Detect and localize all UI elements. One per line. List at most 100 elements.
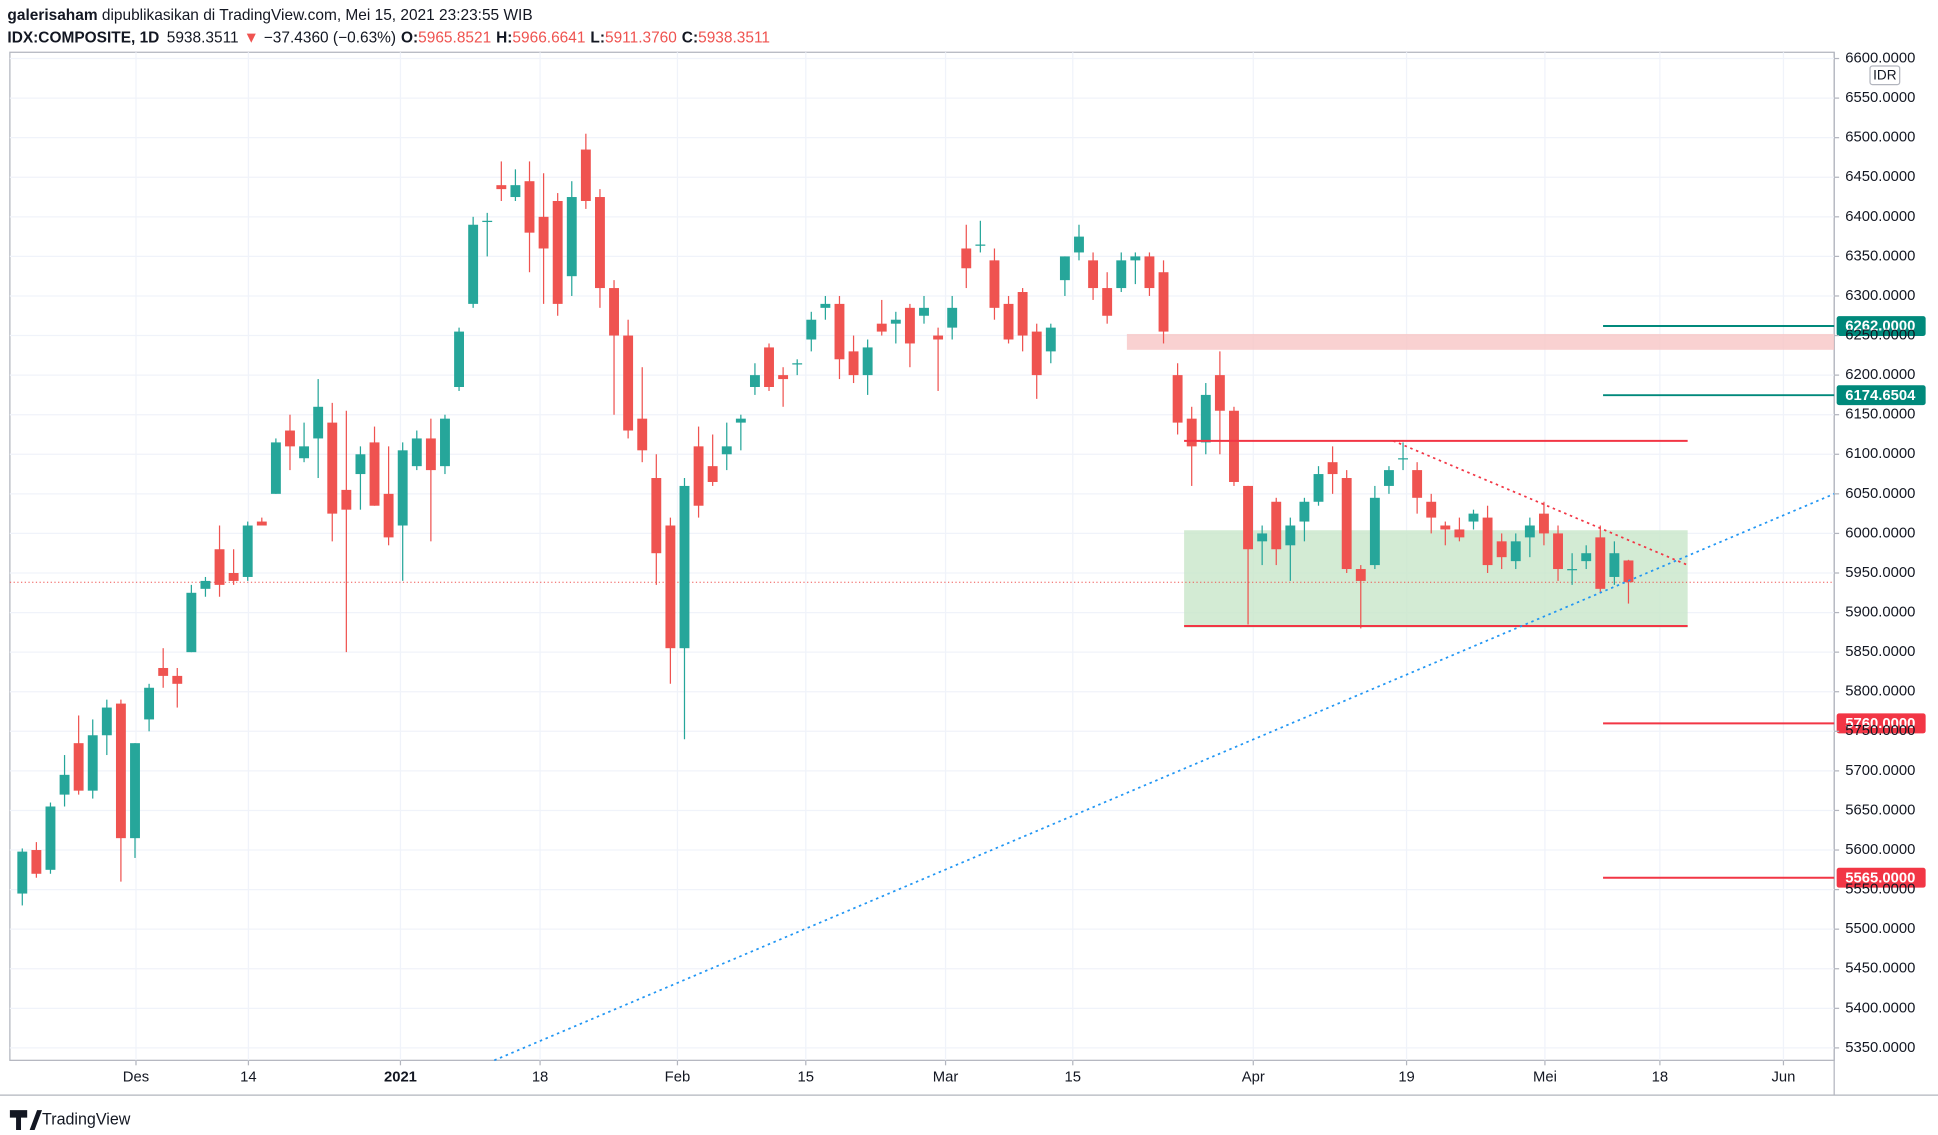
candle-body xyxy=(595,197,605,289)
y-tick-label: 6400.0000 xyxy=(1845,209,1915,225)
candle-body xyxy=(778,375,789,380)
candle-body xyxy=(144,687,155,720)
symbol-line: IDX:COMPOSITE, 1D 5938.3511 ▼ −37.4360 (−0.… xyxy=(7,30,770,47)
candle-body xyxy=(1398,458,1408,460)
x-tick-label: 18 xyxy=(532,1070,548,1086)
change: −37.4360 (−0.63%) xyxy=(264,30,396,47)
candle-body xyxy=(355,454,366,475)
x-tick-label: 15 xyxy=(798,1070,814,1086)
candle-body xyxy=(609,288,619,336)
y-tick-label: 5850.0000 xyxy=(1845,644,1915,660)
candle-body xyxy=(834,303,845,360)
level-tag xyxy=(1836,316,1926,337)
candle-body xyxy=(1271,501,1282,550)
candle-body xyxy=(341,489,352,510)
y-tick-label: 6050.0000 xyxy=(1845,486,1915,502)
x-tick-label: 18 xyxy=(1652,1070,1668,1086)
candle-body xyxy=(989,260,1000,308)
candle-body xyxy=(890,319,901,324)
y-tick-label: 5900.0000 xyxy=(1845,604,1915,620)
candle-body xyxy=(1623,560,1634,583)
trend-line xyxy=(493,493,1835,1062)
candle-body xyxy=(1595,537,1606,589)
candle-body xyxy=(1496,541,1507,558)
level-tag-label: 5760.0000 xyxy=(1845,716,1915,732)
candle-body xyxy=(679,485,690,649)
candle-body xyxy=(848,351,859,376)
candle-body xyxy=(1214,375,1225,411)
x-tick-label: 19 xyxy=(1398,1070,1414,1086)
candle-body xyxy=(228,573,239,581)
candle-body xyxy=(1384,470,1394,486)
candle-body xyxy=(1144,256,1155,289)
y-tick-label: 5600.0000 xyxy=(1845,842,1915,858)
x-tick-label: Jun xyxy=(1772,1070,1796,1086)
candle-body xyxy=(566,197,577,277)
level-tag-label: 6262.0000 xyxy=(1845,319,1915,335)
candle-body xyxy=(59,774,70,795)
candle-body xyxy=(172,675,183,684)
zone xyxy=(1126,333,1835,350)
ohlc-key: O: xyxy=(401,30,418,47)
candle-body xyxy=(1059,256,1070,281)
candle-body xyxy=(1553,533,1563,570)
candle-body xyxy=(1454,529,1465,538)
candle-body xyxy=(1440,525,1451,530)
x-tick-label: 2021 xyxy=(384,1070,417,1086)
candle-body xyxy=(299,446,310,459)
candle-body xyxy=(1412,470,1423,498)
ohlc-value: 5911.3760 xyxy=(605,30,677,47)
candle-body xyxy=(256,521,267,526)
y-tick-label: 5500.0000 xyxy=(1845,921,1915,937)
candle-body xyxy=(538,216,549,249)
x-tick-label: Apr xyxy=(1242,1070,1265,1086)
y-tick-label: 6300.0000 xyxy=(1845,288,1915,304)
candle-body xyxy=(1088,260,1099,289)
footer-logo: TradingView xyxy=(9,1110,131,1131)
candle-body xyxy=(933,335,944,340)
candle-body xyxy=(721,446,732,455)
candle-body xyxy=(397,450,408,526)
candle-body xyxy=(1510,541,1521,562)
y-tick-label: 6500.0000 xyxy=(1845,130,1915,146)
candle-body xyxy=(214,549,225,585)
candle-body xyxy=(1074,236,1084,253)
y-tick-label: 6450.0000 xyxy=(1845,169,1915,185)
candle-body xyxy=(1116,260,1127,289)
candle-body xyxy=(1482,517,1493,566)
candle-body xyxy=(947,307,958,328)
candle-body xyxy=(510,185,521,198)
candle-body xyxy=(904,307,915,344)
zone xyxy=(1184,530,1688,628)
ohlc-value: 5966.6641 xyxy=(512,30,585,47)
publisher: galerisaham xyxy=(7,7,97,24)
candle-body xyxy=(1200,394,1211,443)
candle-body xyxy=(1567,569,1578,571)
level-tag-label: 5565.0000 xyxy=(1845,870,1915,886)
level-tag xyxy=(1836,867,1926,888)
candle-body xyxy=(1538,513,1549,534)
candle-body xyxy=(1609,553,1620,577)
candle-body xyxy=(1045,327,1056,352)
candle-body xyxy=(651,478,662,554)
candle-body xyxy=(1172,375,1183,423)
ohlc-value: 5965.8521 xyxy=(418,30,491,47)
y-tick-label: 5700.0000 xyxy=(1845,763,1915,779)
candle-body xyxy=(1017,292,1028,336)
candle-body xyxy=(975,244,986,246)
candle-body xyxy=(31,850,42,874)
ohlc-value: 5938.3511 xyxy=(698,30,770,47)
candle-body xyxy=(1158,272,1169,332)
candle-body xyxy=(242,525,253,577)
x-tick-label: 14 xyxy=(240,1070,256,1086)
candle-body xyxy=(411,438,422,467)
candle-body xyxy=(115,703,126,839)
symbol: IDX:COMPOSITE, 1D xyxy=(7,30,159,47)
y-tick-label: 5350.0000 xyxy=(1845,1040,1915,1056)
candle-body xyxy=(820,303,831,308)
candles xyxy=(17,133,1634,906)
candle-body xyxy=(158,667,169,676)
y-tick-label: 5800.0000 xyxy=(1845,684,1915,700)
y-tick-label: 5450.0000 xyxy=(1845,961,1915,977)
